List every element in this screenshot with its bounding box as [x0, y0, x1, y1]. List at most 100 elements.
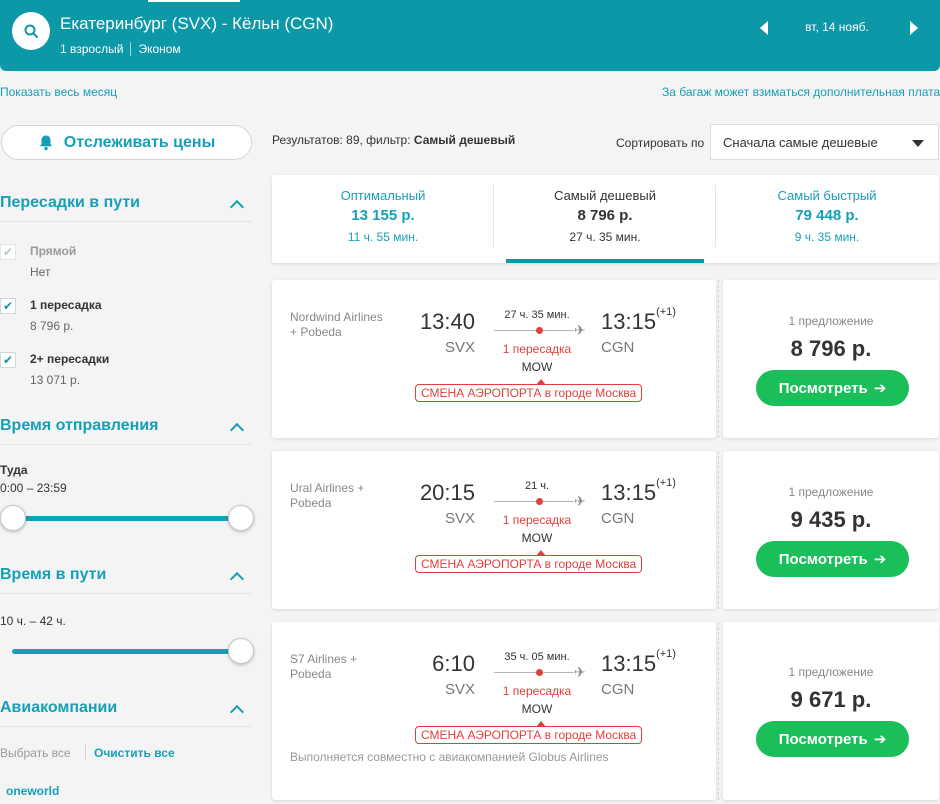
results-count: Результатов: 89, фильтр:	[272, 133, 414, 147]
duration-slider-track[interactable]	[12, 649, 240, 654]
view-offer-button[interactable]: Посмотреть ➔	[756, 541, 909, 577]
sort-select[interactable]: Сначала самые дешевые	[710, 124, 939, 160]
stop-airport: MOW	[521, 702, 553, 716]
departure-slider-max-handle[interactable]	[228, 505, 254, 531]
tab-price: 13 155 р.	[351, 207, 415, 224]
chevron-up-icon[interactable]	[229, 199, 245, 215]
departure-slider-min-handle[interactable]	[0, 505, 26, 531]
stops-option-label: 2+ пересадки	[30, 352, 110, 366]
check-icon[interactable]: ✔	[0, 244, 16, 260]
view-offer-button[interactable]: Посмотреть ➔	[756, 721, 909, 757]
warning-notch	[536, 721, 546, 727]
codeshare-note: Выполняется совместно с авиакомпанией Gl…	[290, 750, 609, 764]
arrival-time-value: 13:15	[601, 480, 657, 505]
airlines-filter-title[interactable]: Авиакомпании	[0, 699, 118, 716]
arrival-time: 13:15(+1)	[601, 306, 676, 335]
tab-cheapest[interactable]: Самый дешевый 8 796 р. 27 ч. 35 мин.	[494, 175, 716, 263]
departure-airport: SVX	[444, 681, 475, 698]
stops-option-label: 1 пересадка	[30, 298, 102, 312]
duration-filter-title[interactable]: Время в пути	[0, 566, 107, 583]
arrow-right-icon: ➔	[873, 380, 887, 397]
flight-duration: 27 ч. 35 мин.	[504, 309, 570, 321]
alliance-oneworld[interactable]: oneworld	[6, 784, 60, 798]
search-button[interactable]	[12, 12, 50, 50]
track-prices-button[interactable]: Отслеживать цены	[1, 125, 252, 160]
stops-filter-title[interactable]: Пересадки в пути	[0, 194, 141, 211]
route-line	[494, 330, 574, 331]
chevron-left-icon[interactable]	[760, 21, 768, 35]
departure-filter-title[interactable]: Время отправления	[0, 417, 159, 434]
departure-direction: Туда	[0, 463, 28, 477]
view-offer-label: Посмотреть	[778, 379, 868, 397]
flight-duration: 35 ч. 05 мин.	[504, 651, 570, 663]
stops-option-label: Прямой	[30, 244, 77, 258]
divider	[718, 622, 719, 800]
price-panel: 1 предложение 9 671 р. Посмотреть ➔	[723, 622, 939, 800]
tab-optimal[interactable]: Оптимальный 13 155 р. 11 ч. 55 мин.	[272, 175, 494, 263]
stops-option-price: 8 796 р.	[30, 319, 74, 333]
departure-time: 20:15	[419, 480, 475, 505]
next-day-indicator: (+1)	[656, 648, 676, 660]
flight-details[interactable]: Ural Airlines + Pobeda 20:15 SVX 21 ч. ✈…	[272, 451, 716, 609]
departure-time: 6:10	[432, 651, 475, 676]
flight-card[interactable]: Nordwind Airlines + Pobeda 13:40 SVX 27 …	[272, 280, 939, 438]
show-month-link[interactable]: Показать весь месяц	[0, 85, 118, 99]
tab-fastest[interactable]: Самый быстрый 79 448 р. 9 ч. 35 мин.	[716, 175, 938, 263]
airline-name: S7 Airlines + Pobeda	[290, 652, 358, 681]
check-icon[interactable]: ✔	[0, 352, 16, 368]
tab-price: 8 796 р.	[577, 207, 633, 224]
baggage-note-link[interactable]: За багаж может взиматься дополнительная …	[662, 85, 940, 99]
airport-change-warning: СМЕНА АЭРОПОРТА в городе Москва	[415, 379, 643, 402]
clear-all-link[interactable]: Очистить все	[94, 746, 175, 760]
flight-price: 9 435 р.	[790, 507, 872, 532]
warning-text: СМЕНА АЭРОПОРТА в городе Москва	[421, 557, 637, 571]
arrival-airport: CGN	[601, 681, 635, 698]
chevron-up-icon[interactable]	[229, 422, 245, 438]
tab-duration: 27 ч. 35 мин.	[569, 230, 641, 244]
chevron-up-icon[interactable]	[229, 704, 245, 720]
view-offer-label: Посмотреть	[778, 550, 868, 568]
check-icon[interactable]: ✔	[0, 298, 16, 314]
search-params[interactable]: 1 взрослый Эконом	[60, 42, 181, 56]
arrival-time: 13:15(+1)	[601, 648, 676, 677]
arrival-time: 13:15(+1)	[601, 477, 676, 506]
flight-details[interactable]: S7 Airlines + Pobeda 6:10 SVX 35 ч. 05 м…	[272, 622, 716, 800]
select-all-link[interactable]: Выбрать все	[0, 746, 71, 760]
search-header: Екатеринбург (SVX) - Кёльн (CGN) 1 взрос…	[0, 0, 940, 71]
arrival-time-value: 13:15	[601, 651, 657, 676]
view-offer-button[interactable]: Посмотреть ➔	[756, 370, 909, 406]
divider	[715, 185, 716, 247]
plane-icon: ✈	[574, 493, 586, 509]
chevron-up-icon[interactable]	[229, 571, 245, 587]
offers-count: 1 предложение	[788, 665, 874, 679]
duration-range: 10 ч. – 42 ч.	[0, 614, 66, 628]
duration-slider-handle[interactable]	[228, 638, 254, 664]
route-title[interactable]: Екатеринбург (SVX) - Кёльн (CGN)	[60, 14, 334, 33]
header-accent	[148, 0, 240, 2]
departure-slider-track[interactable]	[12, 516, 240, 521]
track-prices-label: Отслеживать цены	[63, 133, 216, 151]
divider	[0, 593, 252, 594]
stops-option-price: 13 071 р.	[30, 373, 81, 387]
arrow-right-icon: ➔	[873, 731, 887, 748]
flight-card[interactable]: S7 Airlines + Pobeda 6:10 SVX 35 ч. 05 м…	[272, 622, 939, 800]
route-line	[494, 672, 574, 673]
results-summary: Результатов: 89, фильтр: Самый дешевый	[272, 133, 515, 147]
divider	[0, 726, 252, 727]
flight-details[interactable]: Nordwind Airlines + Pobeda 13:40 SVX 27 …	[272, 280, 716, 438]
date-label[interactable]: вт, 14 нояб.	[805, 20, 869, 34]
offers-count: 1 предложение	[788, 314, 874, 328]
bell-icon	[39, 135, 52, 151]
active-tab-indicator	[506, 259, 704, 263]
airport-change-warning: СМЕНА АЭРОПОРТА в городе Москва	[415, 550, 643, 573]
sort-label: Сортировать по	[616, 136, 705, 150]
divider	[0, 221, 252, 222]
arrival-time-value: 13:15	[601, 309, 657, 334]
flight-card[interactable]: Ural Airlines + Pobeda 20:15 SVX 21 ч. ✈…	[272, 451, 939, 609]
plane-icon: ✈	[574, 664, 586, 680]
warning-text: СМЕНА АЭРОПОРТА в городе Москва	[421, 386, 637, 400]
airline-name: Ural Airlines + Pobeda	[290, 481, 365, 510]
price-panel: 1 предложение 8 796 р. Посмотреть ➔	[723, 280, 939, 438]
chevron-right-icon[interactable]	[910, 21, 918, 35]
departure-range: 0:00 – 23:59	[0, 481, 67, 495]
